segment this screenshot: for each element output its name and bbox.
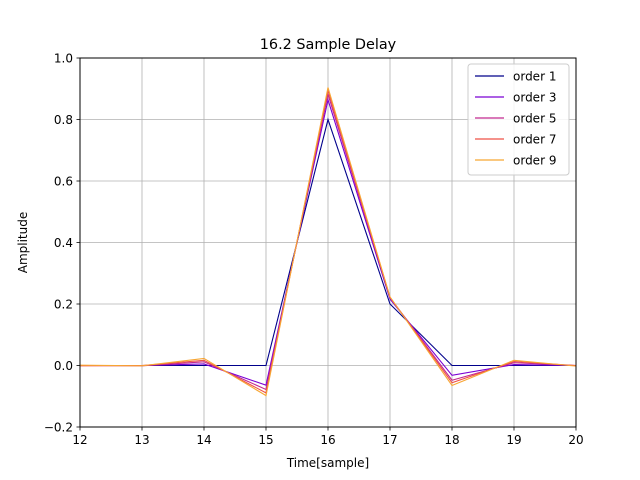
legend-label: order 5 — [513, 111, 556, 125]
legend-label: order 3 — [513, 90, 556, 104]
y-tick-label: 0.8 — [54, 113, 73, 127]
y-axis-label: Amplitude — [16, 212, 30, 274]
x-tick-label: 19 — [506, 433, 521, 447]
series-lines — [79, 87, 577, 397]
series-line — [79, 87, 577, 397]
y-tick-label: 0.6 — [54, 174, 73, 188]
x-tick-label: 20 — [568, 433, 583, 447]
x-tick-label: 17 — [382, 433, 397, 447]
legend-label: order 1 — [513, 69, 556, 83]
legend-label: order 7 — [513, 132, 556, 146]
x-axis-ticks: 12 13 14 15 16 17 18 19 20 — [72, 427, 584, 447]
x-tick-label: 14 — [196, 433, 211, 447]
y-tick-label: 0.2 — [54, 297, 73, 311]
x-tick-label: 12 — [72, 433, 87, 447]
y-tick-label: −0.2 — [44, 420, 73, 434]
x-tick-label: 18 — [444, 433, 459, 447]
y-tick-label: 0.4 — [54, 236, 73, 250]
legend-label: order 9 — [513, 153, 556, 167]
chart-title: 16.2 Sample Delay — [260, 37, 397, 53]
x-tick-label: 13 — [134, 433, 149, 447]
y-axis-ticks: −0.2 0.0 0.2 0.4 0.6 0.8 1.0 — [44, 51, 80, 434]
y-tick-label: 1.0 — [54, 51, 73, 65]
legend-box — [467, 63, 570, 176]
x-tick-label: 16 — [320, 433, 335, 447]
y-tick-label: 0.0 — [54, 359, 73, 373]
legend: order 1 order 3 order 5 order 7 order 9 — [467, 63, 570, 176]
x-tick-label: 15 — [258, 433, 273, 447]
x-axis-label: Time[sample] — [286, 456, 369, 470]
